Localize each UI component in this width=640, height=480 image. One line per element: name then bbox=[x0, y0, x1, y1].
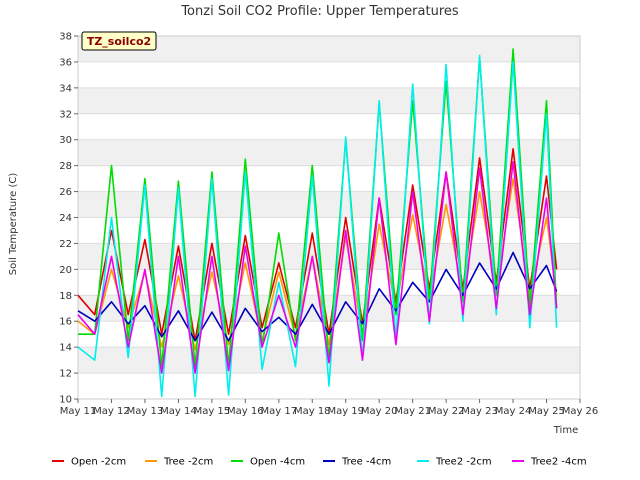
x-tick-label: May 21 bbox=[394, 406, 431, 417]
x-axis-label: Time bbox=[553, 425, 578, 436]
station-badge-label: TZ_soilco2 bbox=[87, 35, 151, 48]
y-tick-label: 26 bbox=[59, 187, 72, 198]
station-badge-box bbox=[81, 31, 157, 51]
y-tick-label: 36 bbox=[59, 57, 72, 68]
legend-label: Tree -2cm bbox=[163, 457, 213, 468]
x-tick-label: May 16 bbox=[227, 406, 264, 417]
plot-band bbox=[78, 61, 580, 88]
y-tick-label: 10 bbox=[59, 395, 72, 406]
series-lines bbox=[77, 48, 558, 398]
plot-band bbox=[78, 139, 580, 166]
legend-label: Open -2cm bbox=[71, 457, 126, 468]
y-tick-label: 38 bbox=[59, 32, 72, 43]
x-tick-label: May 24 bbox=[495, 406, 532, 417]
legend-label: Open -4cm bbox=[250, 457, 305, 468]
x-tick-label: May 12 bbox=[93, 406, 130, 417]
x-tick-label: May 20 bbox=[361, 406, 398, 417]
y-tick-label: 22 bbox=[59, 239, 72, 250]
legend-label: Tree -4cm bbox=[341, 457, 391, 468]
x-tick-label: May 14 bbox=[160, 406, 197, 417]
y-tick-label: 12 bbox=[59, 369, 72, 380]
chart-title: Tonzi Soil CO2 Profile: Upper Temperatur… bbox=[180, 4, 459, 19]
plot-band bbox=[78, 217, 580, 244]
legend: Open -2cm Tree -2cm Open -4cm Tree -4cm Tree… bbox=[52, 457, 587, 468]
series-line-tree2-4cm bbox=[77, 161, 558, 374]
x-tick-label: May 22 bbox=[428, 406, 465, 417]
y-tick-label: 30 bbox=[59, 135, 72, 146]
station-badge: TZ_soilco2 bbox=[81, 31, 157, 51]
y-tick-label: 24 bbox=[59, 213, 72, 224]
x-tick-label: May 23 bbox=[461, 406, 498, 417]
x-tick-label: May 25 bbox=[528, 406, 565, 417]
x-tick-label: May 13 bbox=[127, 406, 164, 417]
plot-band bbox=[78, 113, 580, 140]
y-tick-label: 14 bbox=[59, 343, 72, 354]
x-tick-label: May 11 bbox=[60, 406, 97, 417]
plot-band bbox=[78, 191, 580, 218]
x-tick-label: May 17 bbox=[261, 406, 298, 417]
x-tick-label: May 26 bbox=[562, 406, 599, 417]
y-tick-label: 16 bbox=[59, 317, 72, 328]
y-axis-ticks: 10 12 14 16 18 20 22 24 26 28 30 32 34 36 38 bbox=[59, 32, 78, 406]
plot-background-bands bbox=[78, 36, 580, 399]
x-tick-label: May 15 bbox=[194, 406, 231, 417]
legend-label: Tree2 -4cm bbox=[530, 457, 587, 468]
plot-band bbox=[78, 243, 580, 270]
series-line-tree-4cm bbox=[77, 251, 558, 342]
y-axis-label: Soil Temperature (C) bbox=[8, 173, 19, 276]
legend-label: Tree2 -2cm bbox=[435, 457, 492, 468]
x-tick-label: May 19 bbox=[327, 406, 364, 417]
plot-band bbox=[78, 165, 580, 192]
series-line-tree2-2cm bbox=[77, 54, 558, 398]
y-tick-label: 28 bbox=[59, 161, 72, 172]
plot-band bbox=[78, 87, 580, 114]
plot-band bbox=[78, 36, 580, 62]
y-tick-label: 32 bbox=[59, 109, 72, 120]
y-tick-label: 20 bbox=[59, 265, 72, 276]
y-tick-label: 34 bbox=[59, 83, 72, 94]
y-tick-label: 18 bbox=[59, 291, 72, 302]
x-tick-label: May 18 bbox=[294, 406, 331, 417]
